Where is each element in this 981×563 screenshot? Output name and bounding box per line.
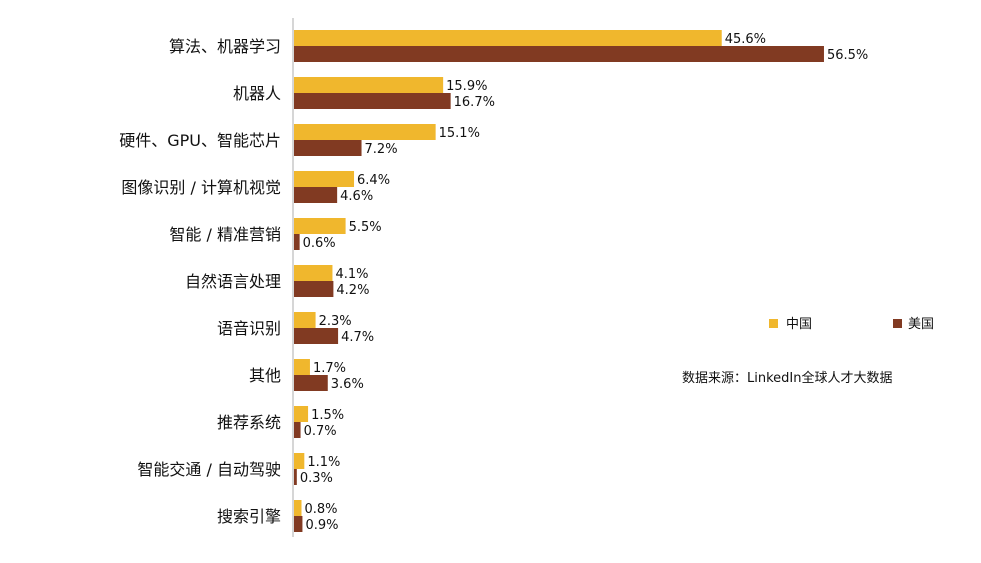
bar-china — [294, 359, 310, 375]
category-label: 其他 — [249, 366, 281, 385]
bar-usa — [294, 46, 824, 62]
data-label: 15.9% — [446, 79, 487, 94]
data-label: 45.6% — [725, 32, 766, 47]
bar-usa — [294, 469, 297, 485]
bar-china — [294, 77, 444, 93]
bar-china — [294, 171, 355, 187]
bar-china — [294, 218, 346, 234]
bar-usa — [294, 516, 303, 532]
legend-label-usa: 美国 — [908, 317, 934, 332]
category-label: 机器人 — [233, 84, 281, 103]
category-label: 智能 / 精准营销 — [169, 225, 281, 244]
data-label: 1.1% — [307, 455, 340, 470]
legend: 中国 美国 — [769, 317, 934, 332]
data-label: 15.1% — [439, 126, 480, 141]
bar-china — [294, 312, 316, 328]
category-label: 智能交通 / 自动驾驶 — [137, 460, 281, 479]
data-label: 5.5% — [349, 220, 382, 235]
category-label: 语音识别 — [217, 319, 281, 338]
data-label: 4.2% — [336, 283, 369, 298]
bar-usa — [294, 375, 328, 391]
data-label: 0.9% — [305, 518, 338, 533]
category-label: 自然语言处理 — [185, 272, 281, 291]
data-label: 6.4% — [357, 173, 390, 188]
category-label: 图像识别 / 计算机视觉 — [121, 178, 281, 197]
legend-label-china: 中国 — [786, 317, 812, 332]
category-label: 搜索引擎 — [217, 507, 281, 526]
category-label: 硬件、GPU、智能芯片 — [119, 131, 281, 150]
data-label: 2.3% — [319, 314, 352, 329]
bar-usa — [294, 281, 334, 297]
data-label: 7.2% — [365, 142, 398, 157]
bar-china — [294, 30, 722, 46]
data-label: 0.8% — [305, 502, 338, 517]
data-label: 4.7% — [341, 330, 374, 345]
bar-usa — [294, 422, 301, 438]
data-label: 1.5% — [311, 408, 344, 423]
source-note: 数据来源：LinkedIn全球人才大数据 — [682, 370, 892, 386]
bar-china — [294, 453, 305, 469]
data-label: 16.7% — [454, 95, 495, 110]
bar-usa — [294, 187, 338, 203]
bar-usa — [294, 234, 300, 250]
bar-china — [294, 500, 302, 516]
legend-swatch-usa — [893, 319, 902, 328]
data-label: 4.1% — [335, 267, 368, 282]
data-label: 0.3% — [300, 471, 333, 486]
bar-usa — [294, 140, 362, 156]
bar-china — [294, 406, 309, 422]
data-label: 3.6% — [331, 377, 364, 392]
category-label: 推荐系统 — [217, 413, 281, 432]
data-label: 0.6% — [303, 236, 336, 251]
category-label: 算法、机器学习 — [169, 37, 281, 56]
data-label: 1.7% — [313, 361, 346, 376]
bar-china — [294, 124, 436, 140]
data-label: 56.5% — [827, 48, 868, 63]
bars-group: 算法、机器学习 45.6% 56.5% 机器人 15.9%16.7% 硬件、GPU、智能芯… — [119, 30, 868, 533]
bar-china — [294, 265, 333, 281]
data-label: 4.6% — [340, 189, 373, 204]
bar-usa — [294, 93, 451, 109]
data-label: 0.7% — [304, 424, 337, 439]
legend-swatch-china — [769, 319, 778, 328]
bar-usa — [294, 328, 339, 344]
